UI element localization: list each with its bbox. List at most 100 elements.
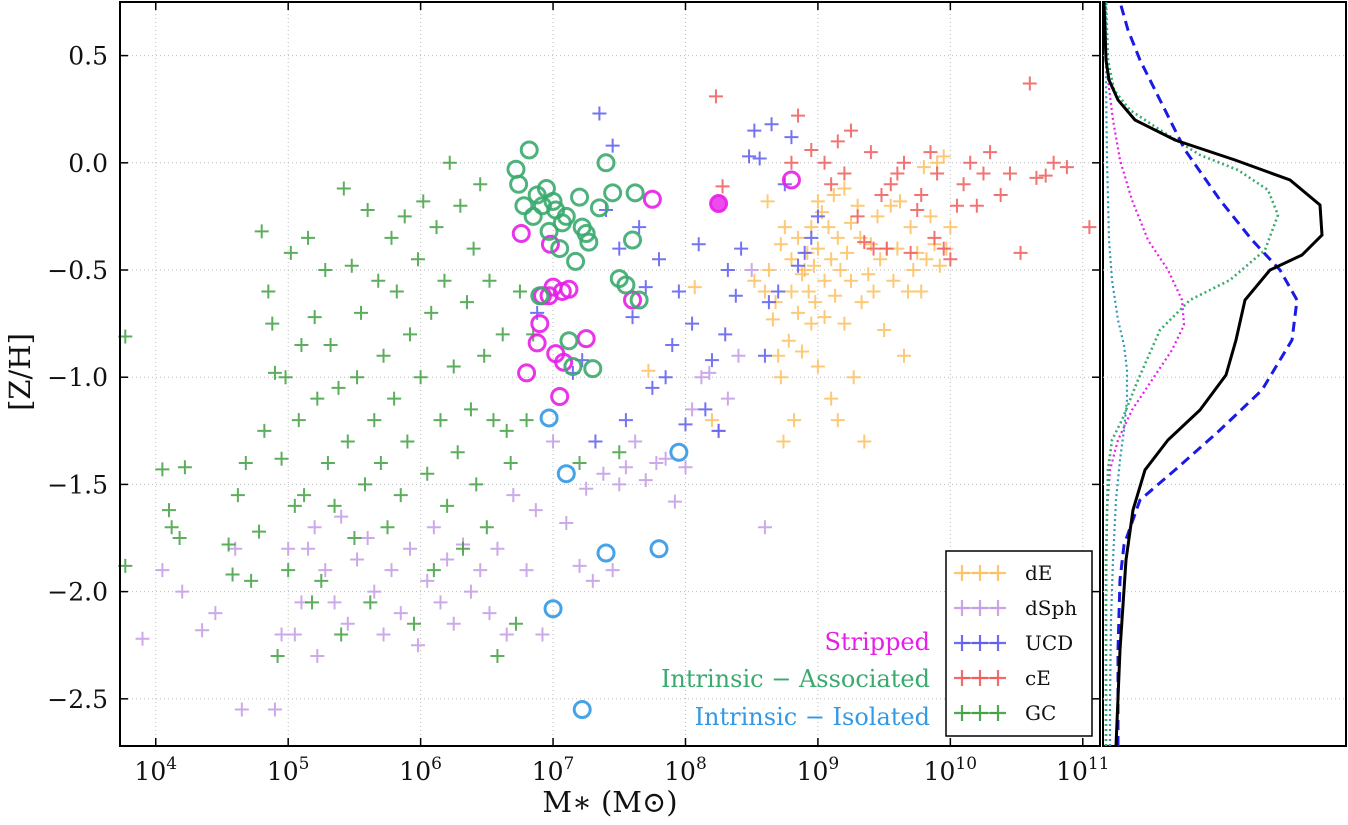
plus-point xyxy=(413,370,428,385)
circle-point xyxy=(554,352,574,372)
plus-point xyxy=(334,509,349,524)
plus-point xyxy=(857,434,872,449)
plus-point xyxy=(930,166,945,181)
plus-point xyxy=(708,89,723,104)
plus-point xyxy=(320,455,335,470)
plus-point xyxy=(752,151,767,166)
plus-point xyxy=(301,541,316,556)
plus-point xyxy=(596,466,611,481)
plus-point xyxy=(420,573,435,588)
circle-point xyxy=(629,290,649,310)
category-annotations: Stripped Intrinsic − Associated Intrinsi… xyxy=(661,628,930,731)
plus-point xyxy=(612,241,627,256)
plus-point xyxy=(387,391,402,406)
plus-point xyxy=(734,241,749,256)
plus-point xyxy=(969,198,984,213)
plus-point xyxy=(265,316,280,331)
plus-point xyxy=(360,531,375,546)
plus-point xyxy=(572,558,587,573)
plus-point xyxy=(512,284,527,299)
x-tick-label: 1011 xyxy=(1056,754,1109,786)
plus-point xyxy=(503,455,518,470)
plus-point xyxy=(477,348,492,363)
circle-point xyxy=(543,191,563,211)
plus-point xyxy=(883,198,898,213)
plus-point xyxy=(949,198,964,213)
y-tick-label: −2.0 xyxy=(47,578,108,607)
plus-point xyxy=(530,305,545,320)
plus-point xyxy=(702,365,717,380)
x-tick-label: 107 xyxy=(532,754,575,786)
plus-point xyxy=(784,252,799,267)
plus-point xyxy=(846,370,861,385)
plus-point xyxy=(914,187,929,202)
plus-point xyxy=(301,230,316,245)
plus-point xyxy=(519,563,534,578)
circle-point xyxy=(709,194,729,214)
circle-point xyxy=(642,189,662,209)
plus-point xyxy=(442,155,457,170)
plus-point xyxy=(764,117,779,132)
circle-point xyxy=(570,187,590,207)
plus-point xyxy=(830,230,845,245)
plus-point xyxy=(808,295,823,310)
plus-point xyxy=(373,455,388,470)
plus-point xyxy=(426,520,441,535)
plus-point xyxy=(873,252,888,267)
circle-point xyxy=(649,539,669,559)
legend: dE dSph UCD cE GC xyxy=(945,550,1093,737)
plus-point xyxy=(482,273,497,288)
plus-point xyxy=(376,627,391,642)
plus-point xyxy=(760,194,775,209)
plus-point xyxy=(877,323,892,338)
plus-point xyxy=(344,258,359,273)
plus-point xyxy=(340,434,355,449)
circle-point xyxy=(566,251,586,271)
plus-point xyxy=(579,481,594,496)
plus-point xyxy=(641,363,656,378)
plot-frame xyxy=(119,1,1101,747)
plus-point xyxy=(463,584,478,599)
plus-point xyxy=(238,455,253,470)
series-intrinsic-isolated xyxy=(539,408,689,720)
plus-point xyxy=(963,155,978,170)
plus-point xyxy=(628,434,643,449)
plus-point xyxy=(791,108,806,123)
plus-point xyxy=(761,263,776,278)
plus-point xyxy=(1013,245,1028,260)
plus-point xyxy=(1046,155,1061,170)
plus-point xyxy=(310,648,325,663)
circle-point xyxy=(523,206,543,226)
circle-point xyxy=(559,279,579,299)
plus-point xyxy=(993,187,1008,202)
plus-point xyxy=(426,563,441,578)
circle-point xyxy=(576,329,596,349)
plus-point xyxy=(572,455,587,470)
plus-point xyxy=(384,230,399,245)
kde-total-curve xyxy=(1102,1,1324,747)
plus-point xyxy=(618,460,633,475)
plus-point xyxy=(318,263,333,278)
plus-point xyxy=(903,220,918,235)
plus-point xyxy=(773,370,788,385)
plus-point xyxy=(287,498,302,513)
plus-point xyxy=(281,563,296,578)
plus-point xyxy=(747,123,762,138)
plus-point xyxy=(923,209,938,224)
plus-point xyxy=(495,327,510,342)
plus-point xyxy=(297,488,312,503)
plus-point xyxy=(424,305,439,320)
legend-entry-de: dE xyxy=(954,561,1052,585)
plus-point xyxy=(506,488,521,503)
x-tick-label: 108 xyxy=(664,754,707,786)
x-tick-label: 1010 xyxy=(924,754,977,786)
plus-point xyxy=(870,209,885,224)
plus-point xyxy=(863,145,878,160)
plus-point xyxy=(287,627,302,642)
circle-point xyxy=(550,387,570,407)
circle-point xyxy=(603,183,623,203)
plus-point xyxy=(886,273,901,288)
plus-point xyxy=(711,423,726,438)
series-stripped xyxy=(511,170,801,407)
axis-ticks xyxy=(120,2,1100,746)
